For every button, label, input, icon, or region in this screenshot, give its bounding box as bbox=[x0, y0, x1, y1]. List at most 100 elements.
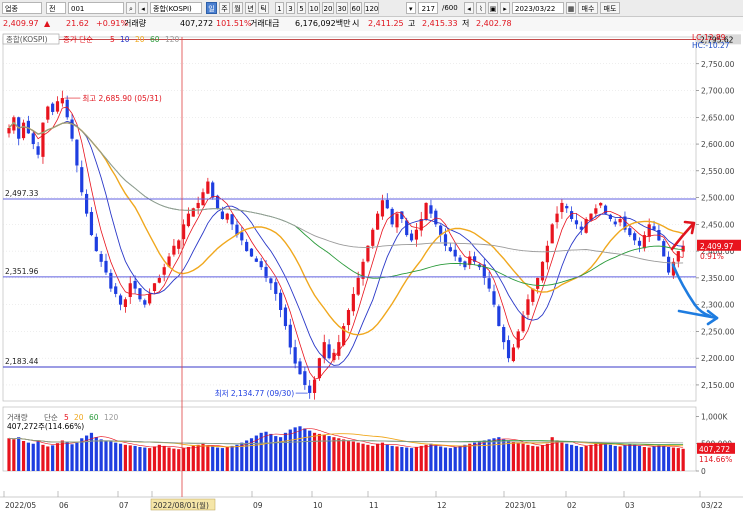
candle-body[interactable] bbox=[366, 245, 370, 262]
volume-bar[interactable] bbox=[60, 440, 64, 471]
volume-bar[interactable] bbox=[264, 431, 268, 471]
volume-bar[interactable] bbox=[269, 433, 273, 471]
candle-body[interactable] bbox=[206, 181, 210, 194]
candle-body[interactable] bbox=[225, 213, 229, 220]
candle-body[interactable] bbox=[473, 256, 477, 262]
candle-body[interactable] bbox=[36, 146, 40, 155]
candle-body[interactable] bbox=[371, 229, 375, 246]
volume-bar[interactable] bbox=[497, 437, 501, 471]
candle-body[interactable] bbox=[536, 277, 540, 289]
candle-body[interactable] bbox=[521, 315, 525, 332]
volume-bar[interactable] bbox=[123, 444, 127, 471]
count-display[interactable]: 217 bbox=[418, 2, 438, 14]
candle-body[interactable] bbox=[41, 122, 45, 157]
volume-bar[interactable] bbox=[351, 441, 355, 471]
volume-bar[interactable] bbox=[662, 445, 666, 471]
calendar-icon[interactable]: ▦ bbox=[566, 2, 576, 14]
candle-body[interactable] bbox=[545, 245, 549, 263]
volume-bar[interactable] bbox=[293, 427, 297, 471]
volume-bar[interactable] bbox=[312, 432, 317, 471]
volume-bar[interactable] bbox=[152, 446, 157, 471]
minute-button-3[interactable]: 10 bbox=[308, 2, 320, 14]
volume-bar[interactable] bbox=[31, 443, 35, 471]
volume-bars[interactable] bbox=[7, 426, 685, 471]
volume-bar[interactable] bbox=[613, 445, 617, 471]
save-icon[interactable]: ▣ bbox=[488, 2, 498, 14]
volume-bar[interactable] bbox=[424, 444, 428, 471]
volume-bar[interactable] bbox=[157, 444, 161, 471]
code-input[interactable]: 001 bbox=[68, 2, 124, 14]
candle-body[interactable] bbox=[342, 326, 346, 346]
volume-bar[interactable] bbox=[376, 443, 380, 471]
candle-body[interactable] bbox=[186, 213, 191, 227]
volume-bar[interactable] bbox=[390, 445, 394, 471]
volume-bar[interactable] bbox=[676, 448, 680, 471]
candle-body[interactable] bbox=[46, 106, 50, 120]
candle-body[interactable] bbox=[443, 234, 448, 246]
candle-body[interactable] bbox=[550, 224, 554, 244]
volume-bar[interactable] bbox=[429, 443, 433, 471]
minute-button-0[interactable]: 1 bbox=[275, 2, 284, 14]
volume-bar[interactable] bbox=[356, 442, 360, 471]
volume-bar[interactable] bbox=[608, 444, 612, 471]
candle-body[interactable] bbox=[152, 283, 157, 292]
volume-bar[interactable] bbox=[162, 445, 166, 471]
volume-bar[interactable] bbox=[545, 443, 549, 471]
volume-bar[interactable] bbox=[259, 432, 263, 471]
volume-bar[interactable] bbox=[21, 441, 26, 471]
candle-body[interactable] bbox=[356, 277, 360, 295]
candle-body[interactable] bbox=[448, 247, 452, 252]
candle-body[interactable] bbox=[419, 219, 423, 231]
candle-body[interactable] bbox=[667, 256, 671, 273]
candle-body[interactable] bbox=[211, 182, 215, 198]
minute-button-7[interactable]: 120 bbox=[364, 2, 379, 14]
candle-body[interactable] bbox=[249, 248, 254, 257]
minute-button-4[interactable]: 20 bbox=[322, 2, 334, 14]
volume-bar[interactable] bbox=[288, 429, 292, 471]
volume-bar[interactable] bbox=[361, 443, 365, 471]
volume-bar[interactable] bbox=[521, 443, 525, 471]
candle-body[interactable] bbox=[376, 213, 380, 230]
volume-bar[interactable] bbox=[516, 442, 520, 471]
candle-body[interactable] bbox=[312, 379, 317, 393]
volume-bar[interactable] bbox=[502, 439, 506, 471]
candle-body[interactable] bbox=[7, 128, 11, 134]
candle-body[interactable] bbox=[608, 214, 612, 219]
candle-body[interactable] bbox=[502, 327, 506, 343]
candle-body[interactable] bbox=[254, 258, 258, 262]
next-icon[interactable]: ▸ bbox=[500, 2, 510, 14]
candle-body[interactable] bbox=[245, 241, 249, 252]
candle-body[interactable] bbox=[531, 288, 535, 302]
volume-bar[interactable] bbox=[550, 437, 554, 471]
volume-bar[interactable] bbox=[419, 445, 423, 471]
volume-bar[interactable] bbox=[652, 446, 656, 471]
candle-body[interactable] bbox=[240, 232, 244, 241]
scope-select[interactable]: 전 bbox=[46, 2, 66, 14]
volume-bar[interactable] bbox=[109, 441, 113, 471]
search-icon[interactable]: ⌕ bbox=[126, 2, 136, 14]
candle-body[interactable] bbox=[279, 292, 283, 310]
volume-bar[interactable] bbox=[70, 444, 74, 471]
candle-body[interactable] bbox=[681, 245, 685, 252]
volume-bar[interactable] bbox=[395, 446, 399, 471]
candle-body[interactable] bbox=[60, 98, 64, 104]
candle-body[interactable] bbox=[148, 293, 152, 304]
volume-bar[interactable] bbox=[468, 443, 472, 471]
candle-body[interactable] bbox=[599, 202, 603, 206]
volume-bar[interactable] bbox=[623, 445, 627, 471]
volume-bar[interactable] bbox=[89, 432, 94, 471]
volume-bar[interactable] bbox=[492, 438, 496, 471]
candle-body[interactable] bbox=[361, 261, 365, 279]
volume-bar[interactable] bbox=[327, 436, 331, 471]
candle-body[interactable] bbox=[104, 260, 108, 273]
candle-body[interactable] bbox=[589, 213, 593, 221]
candle-body[interactable] bbox=[298, 361, 302, 375]
candle-body[interactable] bbox=[409, 233, 414, 241]
candle-body[interactable] bbox=[458, 257, 462, 262]
minute-button-1[interactable]: 3 bbox=[286, 2, 295, 14]
candle-body[interactable] bbox=[453, 249, 457, 257]
volume-bar[interactable] bbox=[473, 442, 477, 471]
volume-bar[interactable] bbox=[332, 437, 336, 471]
volume-bar[interactable] bbox=[405, 447, 409, 471]
candle-body[interactable] bbox=[511, 347, 515, 362]
